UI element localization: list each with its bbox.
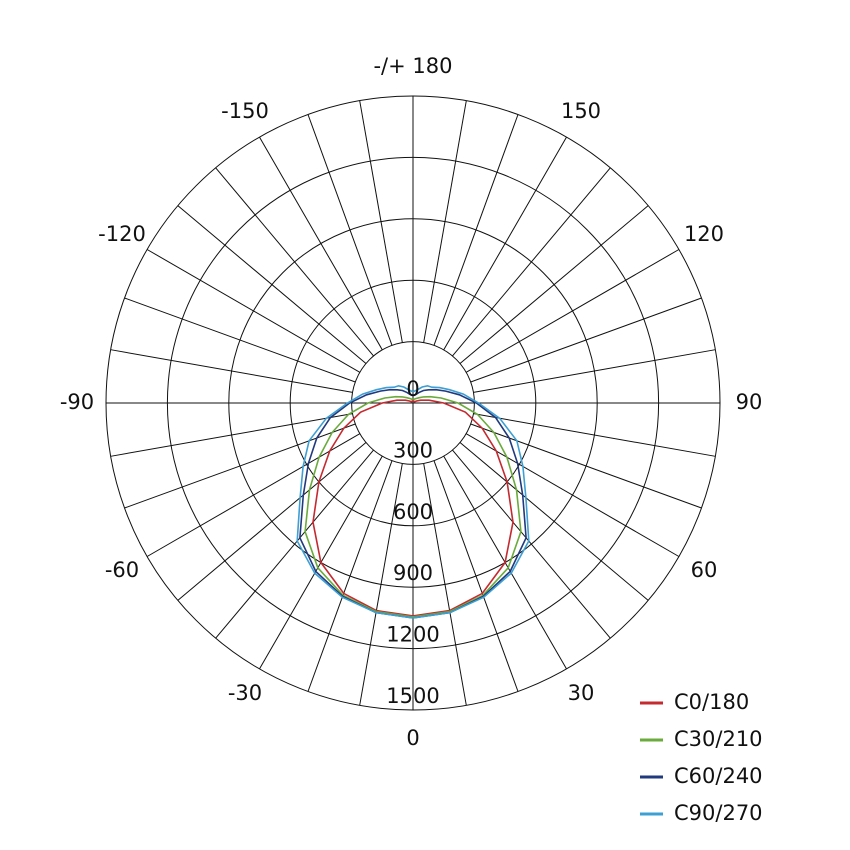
r-tick-label: 0 bbox=[406, 377, 419, 401]
angle-tick-label: -120 bbox=[98, 222, 146, 246]
grid-spoke bbox=[146, 433, 361, 557]
angle-tick-label: -60 bbox=[105, 558, 139, 582]
grid-spoke bbox=[443, 136, 567, 351]
r-tick-label: 600 bbox=[393, 500, 433, 524]
grid-spoke bbox=[215, 449, 374, 639]
angle-tick-label: 0 bbox=[406, 726, 419, 750]
grid-spoke bbox=[215, 167, 374, 357]
grid-spoke bbox=[459, 205, 649, 364]
grid-spoke bbox=[124, 423, 356, 509]
grid-spoke bbox=[433, 114, 519, 346]
grid-spoke bbox=[473, 413, 716, 457]
grid-spoke bbox=[359, 100, 403, 343]
angle-tick-label: -90 bbox=[60, 390, 94, 414]
grid-spoke bbox=[433, 460, 519, 692]
angle-tick-label: -30 bbox=[228, 681, 262, 705]
angle-tick-label: 60 bbox=[691, 558, 718, 582]
legend-label: C0/180 bbox=[674, 690, 749, 714]
angle-tick-label: -/+ 180 bbox=[373, 54, 452, 78]
r-tick-label: 300 bbox=[393, 438, 433, 462]
angle-tick-label: -150 bbox=[221, 99, 269, 123]
grid-spoke bbox=[124, 297, 356, 383]
grid-spoke bbox=[459, 442, 649, 601]
grid-spoke bbox=[423, 463, 467, 706]
grid-spoke bbox=[359, 463, 403, 706]
polar-curve bbox=[296, 384, 530, 619]
grid-spoke bbox=[465, 249, 680, 373]
r-tick-label: 1200 bbox=[386, 623, 439, 647]
grid-spoke bbox=[110, 349, 353, 393]
grid-spoke bbox=[177, 442, 367, 601]
grid-spoke bbox=[110, 413, 353, 457]
grid-spoke bbox=[307, 114, 393, 346]
grid-spoke bbox=[470, 297, 702, 383]
grid-spoke bbox=[465, 433, 680, 557]
legend-label: C30/210 bbox=[674, 727, 763, 751]
angle-tick-label: 30 bbox=[568, 681, 595, 705]
grid-spoke bbox=[452, 449, 611, 639]
r-tick-label: 900 bbox=[393, 561, 433, 585]
grid-spoke bbox=[259, 136, 383, 351]
angle-tick-label: 90 bbox=[736, 390, 763, 414]
grid-spoke bbox=[423, 100, 467, 343]
grid-spoke bbox=[452, 167, 611, 357]
grid-spoke bbox=[177, 205, 367, 364]
grid-spoke bbox=[307, 460, 393, 692]
legend-label: C60/240 bbox=[674, 764, 763, 788]
angle-tick-label: 120 bbox=[684, 222, 724, 246]
polar-curve bbox=[304, 395, 522, 618]
grid-spoke bbox=[146, 249, 361, 373]
grid-spoke bbox=[470, 423, 702, 509]
polar-curve bbox=[312, 399, 514, 617]
r-tick-label: 1500 bbox=[386, 684, 439, 708]
grid-spoke bbox=[473, 349, 716, 393]
angle-tick-label: 150 bbox=[561, 99, 601, 123]
legend-label: C90/270 bbox=[674, 801, 763, 825]
